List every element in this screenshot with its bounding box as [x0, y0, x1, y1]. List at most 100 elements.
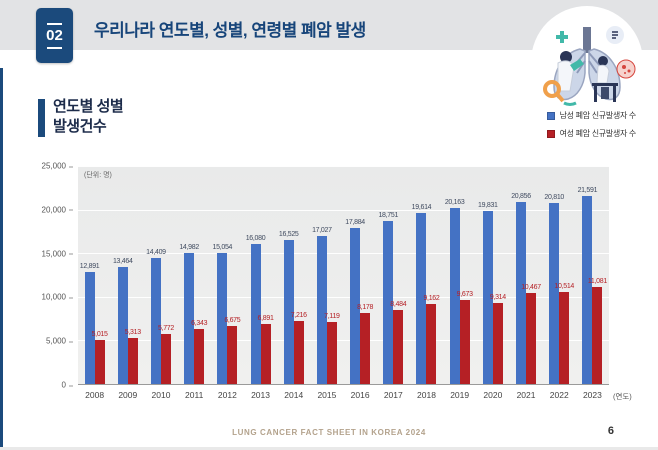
- male-bar-2015[interactable]: 17,027: [312, 227, 332, 384]
- legend-item-male: 남성 폐암 신규발생자 수: [546, 110, 636, 121]
- female-bar-2016[interactable]: 8,178: [357, 304, 373, 384]
- y-tick-label: 20,000: [41, 205, 74, 215]
- legend-swatch: [546, 111, 555, 120]
- badge-rule-top: [47, 22, 62, 25]
- gridline: [78, 296, 609, 298]
- virus-badge: [616, 59, 636, 79]
- cell-detail: [612, 31, 618, 39]
- male-value-label: 20,163: [444, 199, 465, 207]
- male-bar-2011[interactable]: 14,982: [179, 244, 199, 384]
- male-bar-2008[interactable]: 12,891: [80, 263, 100, 384]
- female-value-label: 9,162: [423, 295, 440, 303]
- y-tick-label: 0: [61, 380, 75, 390]
- bar-group-2010: 14,409 5,772: [146, 166, 174, 384]
- female-bar-2012[interactable]: 6,675: [224, 317, 241, 384]
- x-tick-label-2018: 2018: [417, 390, 436, 400]
- x-tick-label-2011: 2011: [185, 390, 204, 400]
- female-bar-2023[interactable]: 11,081: [588, 278, 607, 384]
- female-value-label: 6,675: [224, 316, 241, 324]
- bar-group-2021: 20,856 10,467: [511, 166, 541, 384]
- x-tick-label-2010: 2010: [151, 390, 171, 400]
- female-bar-2015[interactable]: 7,119: [324, 313, 340, 384]
- male-value-label: 12,891: [79, 262, 100, 270]
- female-value-label: 7,119: [324, 312, 340, 320]
- male-bar-2014[interactable]: 16,525: [279, 231, 299, 384]
- male-bar-2013[interactable]: 16,080: [246, 235, 266, 384]
- legend-label: 여성 폐암 신규발생자 수: [559, 129, 637, 138]
- bar-group-2016: 17,884 8,178: [345, 166, 373, 384]
- female-bar-2022[interactable]: 10,514: [554, 283, 574, 384]
- bar-group-2008: 12,891 5,015: [80, 166, 108, 384]
- magnifier-icon: [543, 80, 561, 98]
- badge-number: 02: [46, 26, 63, 44]
- female-bar-2014[interactable]: 7,216: [291, 312, 307, 384]
- male-bar-2022[interactable]: 20,810: [544, 194, 564, 384]
- y-tick-label: 15,000: [41, 249, 74, 259]
- female-value-label: 8,178: [357, 303, 374, 311]
- x-tick-label-2008: 2008: [85, 390, 105, 400]
- section-accent-bar: [38, 99, 45, 137]
- bar-group-2015: 17,027 7,119: [312, 166, 340, 384]
- trachea-shape: [583, 27, 591, 53]
- bar-chart-plot: (단위: 명) 12,891 5,015 13,464 5,313 14,409 5,77…: [78, 166, 609, 385]
- section-header: 연도별 성별 발생건수: [38, 97, 124, 137]
- male-bar-2010[interactable]: 14,409: [146, 249, 166, 384]
- male-value-label: 17,884: [345, 219, 365, 227]
- female-bar-2020[interactable]: 9,314: [490, 294, 506, 384]
- x-tick-label-2013: 2013: [251, 390, 270, 400]
- desk-leg-right: [613, 86, 616, 102]
- gridline: [78, 209, 609, 211]
- bar-group-2017: 18,751 8,484: [378, 166, 407, 384]
- x-tick-label-2022: 2022: [549, 390, 569, 400]
- female-value-label: 6,891: [257, 314, 274, 322]
- bar-group-2013: 16,080 6,891: [246, 166, 274, 384]
- male-value-label: 19,614: [411, 203, 432, 211]
- section-number-badge: 02: [36, 8, 73, 63]
- male-bar-2016[interactable]: 17,884: [345, 219, 365, 384]
- gridline: [78, 340, 609, 342]
- bar-group-2011: 14,982 6,343: [179, 166, 207, 384]
- female-value-label: 5,772: [157, 324, 174, 332]
- female-bar-2018[interactable]: 9,162: [423, 295, 440, 384]
- male-bar-2019[interactable]: 20,163: [445, 199, 465, 384]
- female-value-label: 10,514: [554, 283, 575, 291]
- male-bar-2009[interactable]: 13,464: [113, 258, 133, 384]
- male-value-label: 16,525: [278, 230, 299, 238]
- male-value-label: 21,591: [577, 186, 598, 194]
- doctor-left-arm: [570, 59, 584, 71]
- female-bar-2011[interactable]: 6,343: [191, 320, 207, 384]
- male-bar-2023[interactable]: 21,591: [578, 187, 598, 384]
- x-tick-label-2014: 2014: [284, 390, 304, 400]
- female-bar-2013[interactable]: 6,891: [258, 315, 274, 384]
- male-bar-2017[interactable]: 18,751: [378, 212, 398, 384]
- left-accent-strip: [0, 68, 3, 450]
- x-tick-label-2012: 2012: [217, 390, 237, 400]
- female-value-label: 6,343: [191, 319, 208, 327]
- female-value-label: 5,015: [91, 331, 108, 339]
- female-bar-2021[interactable]: 10,467: [521, 284, 541, 384]
- medical-cross-icon: [556, 31, 568, 43]
- doctor-right-coat: [596, 64, 610, 84]
- female-bar-2009[interactable]: 5,313: [125, 329, 141, 384]
- bar-group-2019: 20,163 9,673: [445, 166, 473, 384]
- desk-top: [592, 83, 618, 86]
- female-bar-2008[interactable]: 5,015: [92, 331, 108, 384]
- female-bar-2010[interactable]: 5,772: [158, 325, 174, 384]
- male-bar-2020[interactable]: 19,831: [478, 202, 498, 384]
- male-value-label: 14,409: [146, 249, 166, 257]
- female-bar-2019[interactable]: 9,673: [457, 291, 473, 384]
- chair-shape: [601, 87, 609, 99]
- male-value-label: 20,810: [544, 193, 565, 201]
- x-tick-label-2020: 2020: [483, 390, 503, 400]
- x-tick-label-2023: 2023: [582, 390, 602, 400]
- male-bar-2018[interactable]: 19,614: [412, 204, 432, 384]
- bar-group-2022: 20,810 10,514: [544, 166, 574, 384]
- section-title-line1: 연도별 성별: [53, 98, 124, 115]
- female-bar-2017[interactable]: 8,484: [390, 301, 407, 384]
- x-tick-label-2009: 2009: [118, 390, 138, 400]
- bar-group-2023: 21,591 11,081: [578, 166, 607, 384]
- badge-rule-bottom: [47, 46, 62, 49]
- bar-group-2020: 19,831 9,314: [478, 166, 506, 384]
- male-bar-2021[interactable]: 20,856: [511, 193, 531, 384]
- male-bar-2012[interactable]: 15,054: [213, 244, 232, 384]
